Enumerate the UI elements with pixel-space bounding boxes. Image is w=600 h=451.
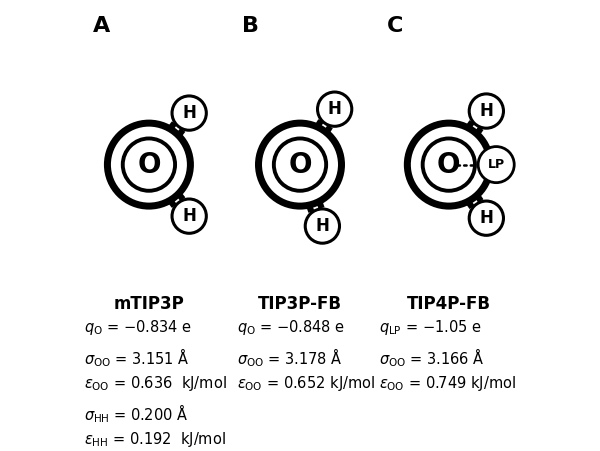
Text: H: H	[328, 100, 341, 118]
Text: $\sigma_{\rm OO}$ = 3.178 Å: $\sigma_{\rm OO}$ = 3.178 Å	[237, 346, 343, 368]
Text: TIP3P-FB: TIP3P-FB	[258, 295, 342, 313]
Text: $q_{\rm LP}$ = −1.05 e: $q_{\rm LP}$ = −1.05 e	[379, 318, 482, 337]
Text: B: B	[242, 16, 259, 36]
Circle shape	[469, 201, 503, 235]
Text: LP: LP	[488, 158, 505, 171]
Text: $\varepsilon_{\rm OO}$ = 0.749 kJ/mol: $\varepsilon_{\rm OO}$ = 0.749 kJ/mol	[379, 374, 516, 393]
Circle shape	[172, 199, 206, 233]
Text: mTIP3P: mTIP3P	[113, 295, 184, 313]
Circle shape	[305, 209, 340, 243]
Circle shape	[317, 92, 352, 126]
Text: H: H	[182, 104, 196, 122]
Text: H: H	[479, 102, 493, 120]
Circle shape	[123, 138, 175, 191]
Text: $q_{\rm O}$ = −0.848 e: $q_{\rm O}$ = −0.848 e	[237, 318, 345, 337]
Text: TIP4P-FB: TIP4P-FB	[407, 295, 491, 313]
Text: O: O	[288, 151, 312, 179]
Circle shape	[274, 138, 326, 191]
Circle shape	[478, 147, 514, 183]
Text: H: H	[479, 209, 493, 227]
Circle shape	[107, 123, 190, 206]
Text: $\varepsilon_{\rm HH}$ = 0.192  kJ/mol: $\varepsilon_{\rm HH}$ = 0.192 kJ/mol	[83, 430, 226, 449]
Text: C: C	[386, 16, 403, 36]
Text: H: H	[182, 207, 196, 225]
Circle shape	[469, 94, 503, 128]
Circle shape	[259, 123, 341, 206]
Circle shape	[407, 123, 490, 206]
Text: $q_{\rm O}$ = −0.834 e: $q_{\rm O}$ = −0.834 e	[83, 318, 191, 337]
Text: $\varepsilon_{\rm OO}$ = 0.652 kJ/mol: $\varepsilon_{\rm OO}$ = 0.652 kJ/mol	[237, 374, 375, 393]
Circle shape	[422, 138, 475, 191]
Text: $\sigma_{\rm OO}$ = 3.166 Å: $\sigma_{\rm OO}$ = 3.166 Å	[379, 346, 485, 368]
Text: $\sigma_{\rm OO}$ = 3.151 Å: $\sigma_{\rm OO}$ = 3.151 Å	[83, 346, 189, 368]
Text: A: A	[93, 16, 110, 36]
Circle shape	[172, 96, 206, 130]
Text: O: O	[137, 151, 161, 179]
Text: O: O	[437, 151, 461, 179]
Text: $\varepsilon_{\rm OO}$ = 0.636  kJ/mol: $\varepsilon_{\rm OO}$ = 0.636 kJ/mol	[83, 374, 226, 393]
Text: $\sigma_{\rm HH}$ = 0.200 Å: $\sigma_{\rm HH}$ = 0.200 Å	[83, 402, 188, 424]
Text: H: H	[316, 217, 329, 235]
